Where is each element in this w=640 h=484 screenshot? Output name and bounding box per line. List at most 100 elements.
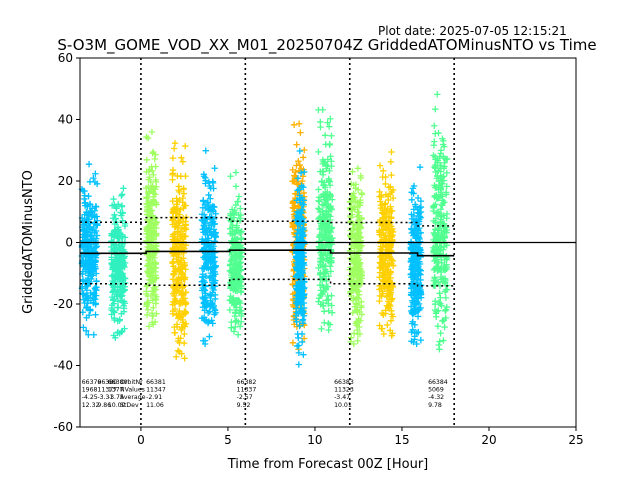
scatter-point [110,195,117,203]
scatter-point [145,225,152,232]
scatter-point [389,194,397,202]
scatter-point [297,129,304,136]
scatter-point [169,208,176,216]
stats-value: 11.06 [146,402,164,409]
scatter-point [435,279,442,286]
scatter-point [324,251,331,258]
scatter-point [297,295,305,302]
scatter-point [108,254,115,261]
scatter-point [295,158,302,165]
plot-date-label: Plot date: 2025-07-05 12:15:21 [378,24,567,38]
scatter-point [300,275,307,282]
scatter-point [301,168,308,176]
scatter-point [91,214,98,221]
scatter-point [83,304,90,312]
scatter-point [383,253,391,260]
scatter-point [234,198,241,205]
scatter-point [88,225,96,233]
scatter-point [411,272,419,280]
scatter-point [145,323,153,330]
scatter-point [324,163,331,170]
scatter-point [352,287,360,294]
stats-value: -3.47 [334,394,350,401]
scatter-point [182,309,189,317]
scatter-point [232,183,240,190]
scatter-point [210,203,217,210]
scatter-point [355,288,363,295]
scatter-point [293,162,300,169]
scatter-point [210,226,218,233]
scatter-point [443,242,450,249]
scatter-point [409,262,416,270]
scatter-point [325,272,332,280]
scatter-point [115,264,122,271]
scatter-point [82,327,90,335]
scatter-point [408,328,415,336]
scatter-point [92,296,99,303]
scatter-point [411,336,418,343]
scatter-point [353,301,360,308]
scatter-point [85,331,92,338]
scatter-point [387,287,394,294]
scatter-point [290,199,297,206]
scatter-point [149,150,156,157]
chart-title: S-O3M_GOME_VOD_XX_M01_20250704Z GriddedA… [57,36,596,55]
scatter-point [207,208,215,215]
scatter-point [237,215,244,222]
scatter-point [143,194,150,201]
scatter-point [170,270,177,277]
scatter-point [205,256,212,263]
scatter-point [443,183,450,190]
scatter-point [119,191,126,198]
scatter-point [388,148,395,156]
scatter-point [440,137,447,144]
scatter-point [149,312,157,320]
scatter-point [377,202,385,209]
orbit-band-3 [169,139,190,362]
scatter-point [199,204,207,211]
scatter-point [430,229,438,237]
scatter-point [169,170,177,177]
scatter-point [379,243,386,250]
scatter-point [233,222,240,229]
stats-value: 11337 [237,387,257,394]
scatter-point [416,284,423,292]
scatter-point [121,286,128,293]
scatter-point [414,313,422,320]
scatter-point [200,337,207,344]
scatter-point [414,194,422,202]
scatter-point [93,180,101,188]
scatter-point [434,227,441,234]
scatter-point [179,158,187,165]
scatter-point [232,301,239,308]
scatter-point [435,245,442,252]
x-tick-label: 20 [481,433,496,447]
scatter-point [321,196,328,203]
scatter-point [357,174,365,182]
scatter-point [296,298,304,306]
scatter-point [200,265,208,273]
scatter-point [430,152,437,159]
scatter-point [205,235,212,242]
scatter-point [149,244,156,252]
scatter-point [181,355,188,362]
scatter-point [200,286,208,293]
scatter-point [171,235,179,243]
scatter-point [178,283,186,291]
scatter-point [443,263,450,271]
scatter-point [317,123,324,131]
x-axis-label: Time from Forecast 00Z [Hour] [227,457,429,472]
scatter-point [202,225,210,233]
scatter-point [293,253,300,261]
scatter-point [83,228,90,236]
scatter-point [169,258,176,266]
scatter-point [431,257,438,265]
scatter-point [434,173,441,180]
scatter-point [114,291,121,299]
scatter-point [232,304,240,311]
scatter-point [109,282,117,289]
scatter-point [230,264,237,272]
scatter-point [146,253,153,260]
scatter-point [170,207,178,215]
